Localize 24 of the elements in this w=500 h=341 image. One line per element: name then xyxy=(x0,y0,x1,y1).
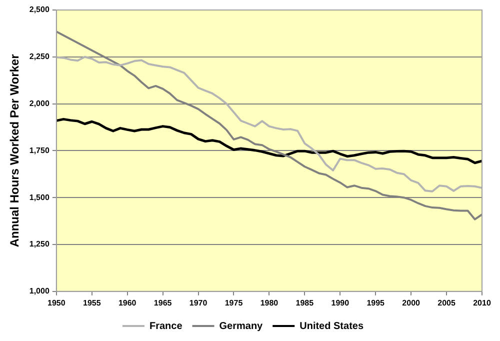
legend-label: France xyxy=(149,320,183,332)
x-tick-label: 2000 xyxy=(402,298,421,308)
x-tick-label: 1970 xyxy=(189,298,208,308)
x-tick-label: 1990 xyxy=(331,298,350,308)
y-tick-label: 1,250 xyxy=(29,240,50,249)
y-tick-label: 1,000 xyxy=(29,286,50,296)
x-tick-label: 2005 xyxy=(438,298,456,308)
y-tick-label: 1,500 xyxy=(29,192,50,202)
x-tick-label: 1985 xyxy=(296,298,314,308)
y-tick-label: 2,250 xyxy=(29,52,50,62)
x-tick-label: 1965 xyxy=(154,298,172,308)
y-tick-label: 2,000 xyxy=(29,99,50,108)
y-axis-title: Annual Hours Worked Per Worker xyxy=(8,54,22,248)
y-tick-label: 2,500 xyxy=(29,5,50,14)
legend-label: United States xyxy=(300,320,364,332)
x-tick-label: 1975 xyxy=(224,298,244,308)
legend-label: Germany xyxy=(219,320,264,332)
x-tick-label: 1960 xyxy=(118,298,137,308)
y-tick-label: 1,750 xyxy=(29,146,50,155)
x-tick-label: 1980 xyxy=(260,298,279,308)
x-tick-label: 2010 xyxy=(473,298,492,308)
x-tick-label: 1955 xyxy=(82,298,102,308)
x-tick-label: 1950 xyxy=(48,298,66,308)
x-tick-label: 1995 xyxy=(366,298,386,308)
